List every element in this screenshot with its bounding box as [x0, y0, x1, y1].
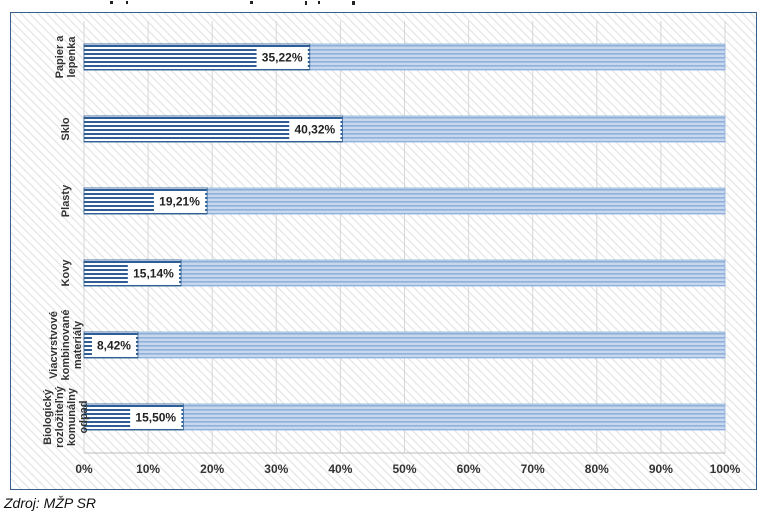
x-tick-label: 0% — [75, 462, 93, 476]
data-label-box — [130, 407, 182, 427]
x-tick-label: 50% — [392, 462, 416, 476]
source-note: Zdroj: MŽP SR — [4, 495, 97, 511]
bar-remainder — [83, 259, 726, 287]
category-label-line: rozložiteľný — [54, 385, 66, 448]
data-label: 19,21% — [159, 195, 200, 209]
x-tick-label: 70% — [521, 462, 545, 476]
category-label-line: Viacvrstvové — [48, 311, 60, 379]
bar-chart: 35,22% 40,32% 19,21% 15,14% 8,42% 15,50% Papi… — [11, 13, 756, 489]
data-label: 8,42% — [97, 339, 131, 353]
category-label-line: komunálny — [66, 387, 78, 446]
x-tick-label: 30% — [264, 462, 288, 476]
category-label: Biologický rozložiteľný komunálny odpad — [42, 385, 90, 448]
category-label-line: Biologický — [42, 388, 54, 445]
data-label-box — [289, 119, 341, 139]
data-label-box — [91, 335, 136, 355]
category-label-line: lepenka — [66, 36, 78, 78]
category-label-line: Kovy — [60, 259, 72, 287]
category-label: Plasty — [60, 184, 72, 217]
category-label: Viacvrstvové kombinované materiály — [48, 310, 84, 381]
category-label: Kovy — [60, 259, 72, 287]
data-label: 15,14% — [133, 267, 174, 281]
x-tick-label: 90% — [649, 462, 673, 476]
data-label: 40,32% — [294, 123, 335, 137]
x-tick-label: 20% — [200, 462, 224, 476]
category-label: Sklo — [60, 117, 72, 141]
data-label: 15,50% — [135, 411, 176, 425]
category-label-line: odpad — [78, 401, 90, 434]
data-label-box — [256, 47, 308, 67]
data-label-box — [153, 191, 206, 211]
category-label-line: materiály — [72, 320, 84, 369]
bar-remainder — [83, 403, 726, 431]
category-label: Papier a lepenka — [54, 35, 78, 79]
category-label-line: Papier a — [54, 35, 66, 79]
category-label-line: Plasty — [60, 184, 72, 217]
cropped-caption-line — [0, 0, 766, 12]
data-label-box — [127, 263, 180, 283]
cropped-caption-strokes — [110, 1, 355, 5]
x-tick-label: 40% — [328, 462, 352, 476]
x-tick-label: 60% — [457, 462, 481, 476]
bar-remainder — [83, 331, 726, 359]
data-label: 35,22% — [262, 51, 303, 65]
x-tick-label: 100% — [710, 462, 741, 476]
chart-frame: 35,22% 40,32% 19,21% 15,14% 8,42% 15,50% Papi… — [10, 12, 757, 490]
category-label-line: Sklo — [60, 117, 72, 141]
x-tick-label: 10% — [136, 462, 160, 476]
category-label-line: kombinované — [60, 310, 72, 381]
x-tick-label: 80% — [585, 462, 609, 476]
